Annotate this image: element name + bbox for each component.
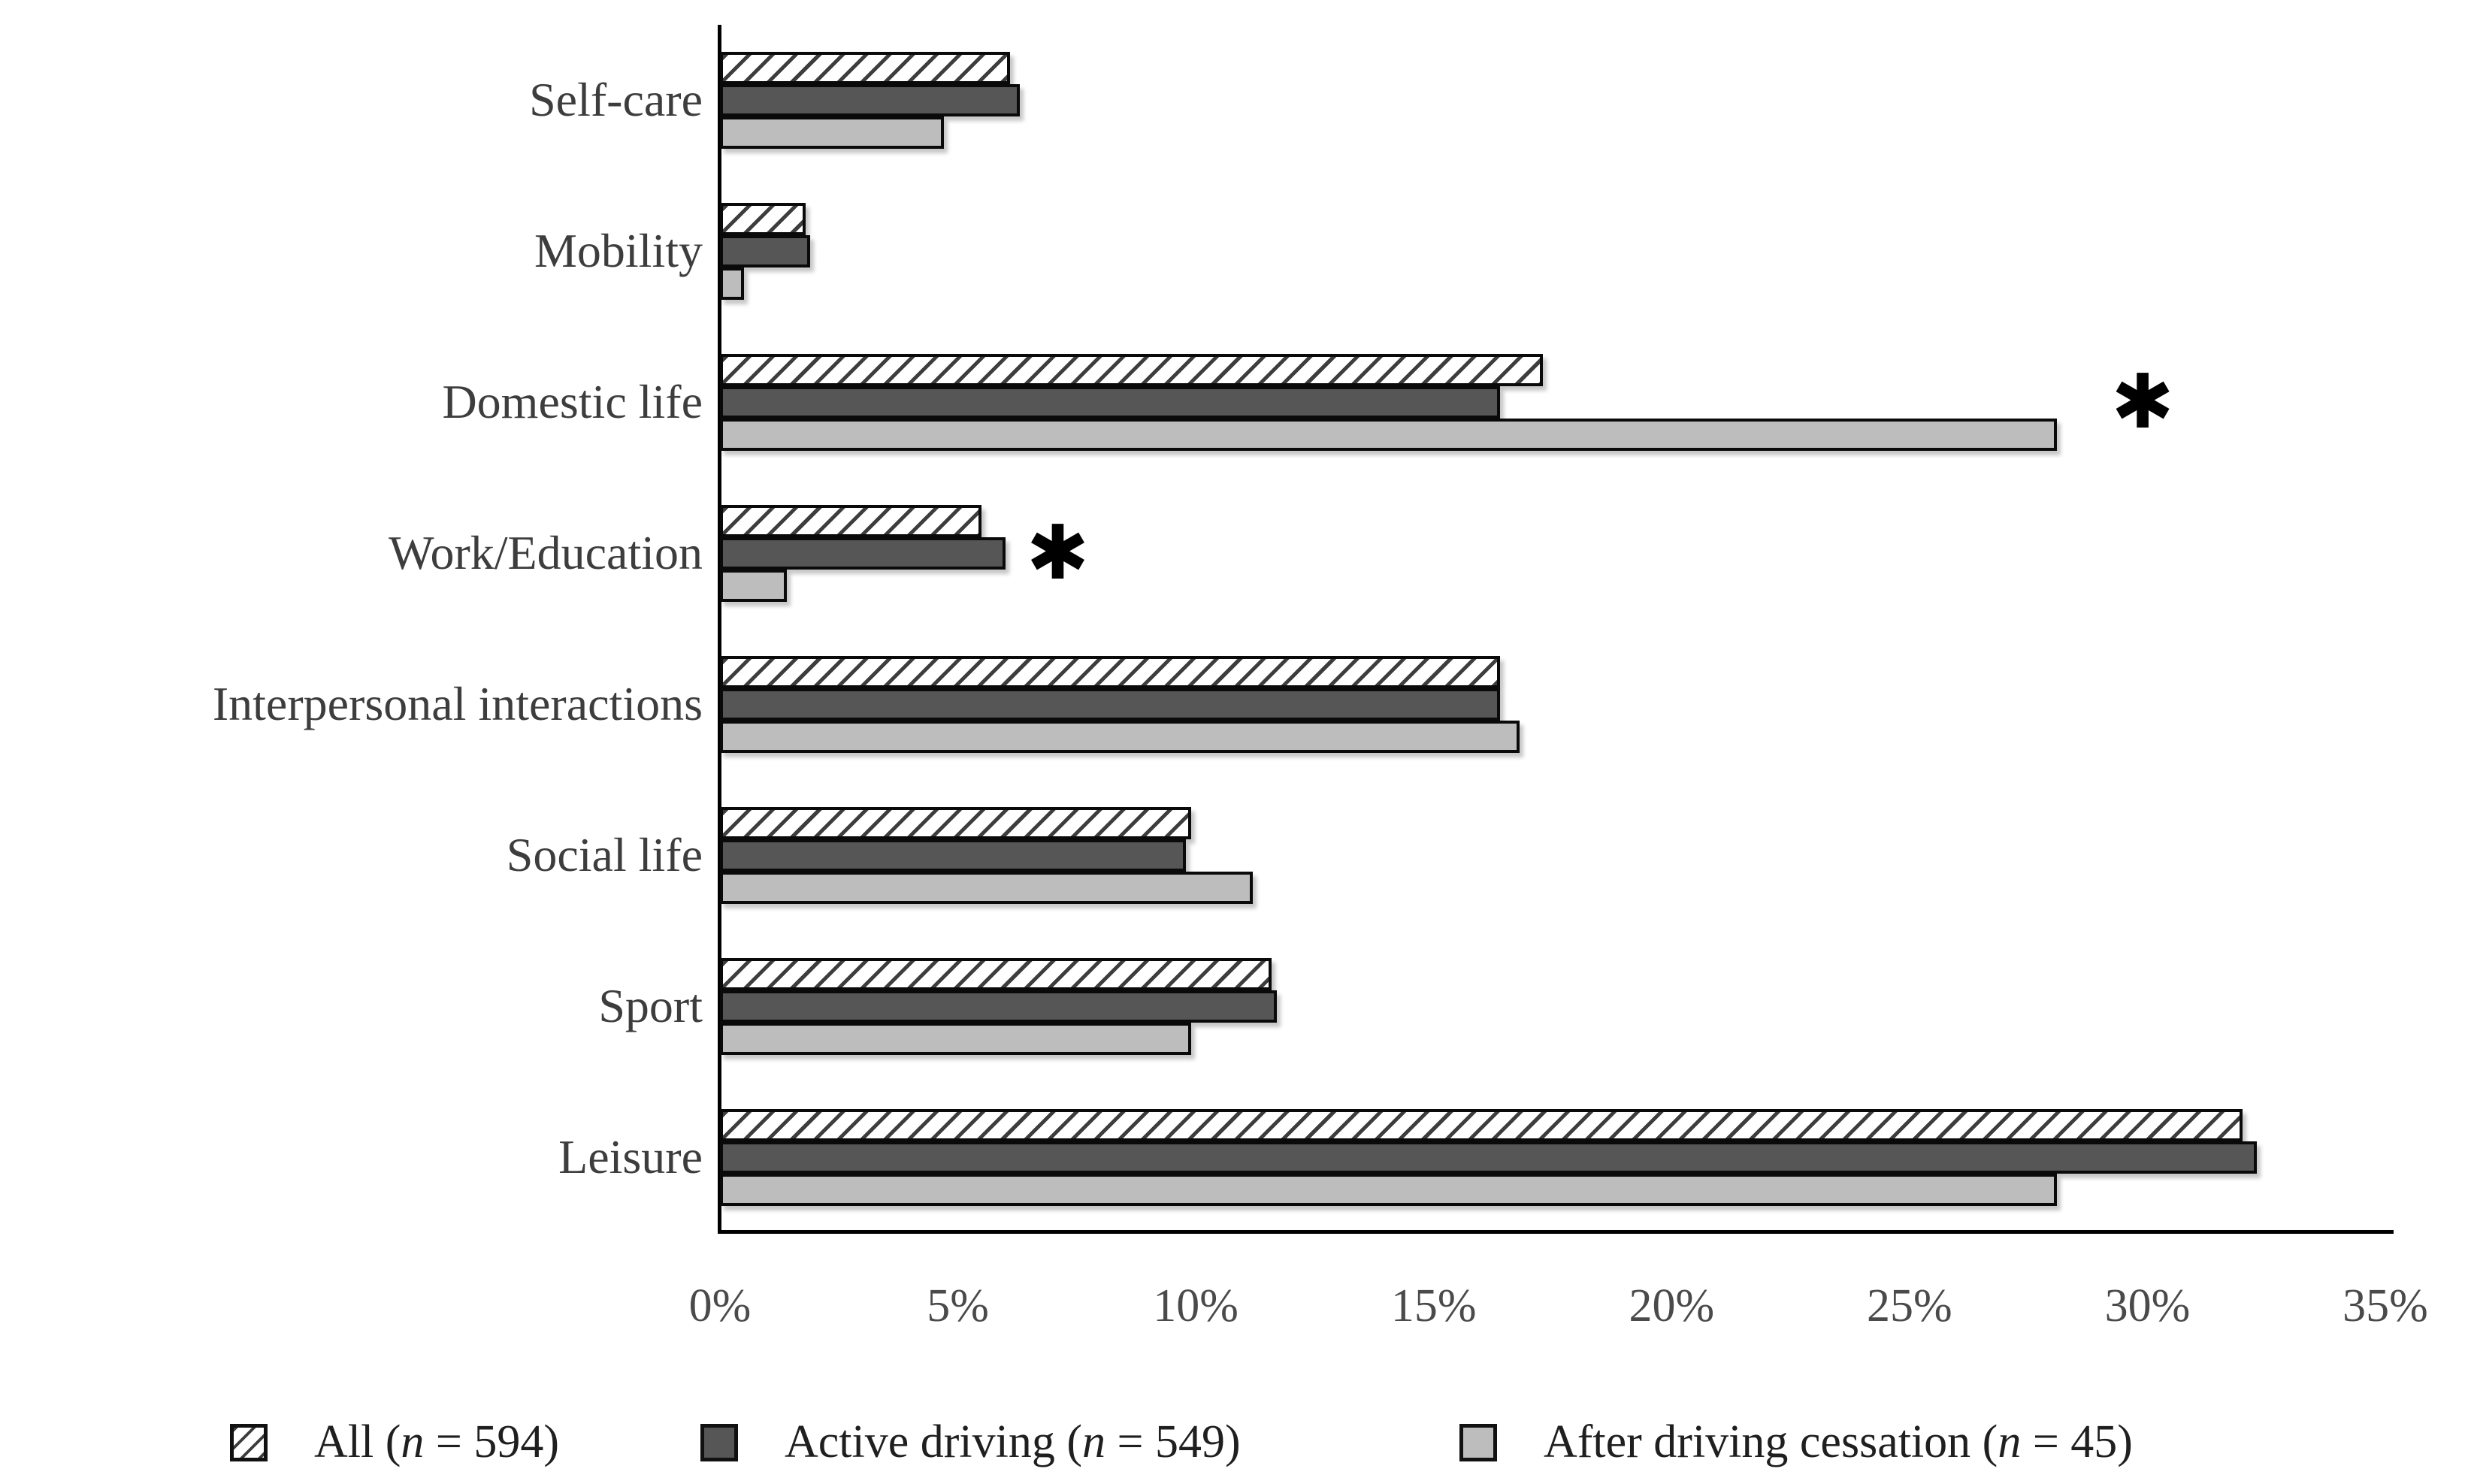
bar-after-driving-cessation	[720, 267, 744, 300]
significance-asterisk: ✱	[1026, 509, 1090, 597]
bar-all	[720, 51, 1010, 84]
bar-all	[720, 504, 981, 537]
y-axis-line	[718, 25, 721, 1234]
legend-swatch-hatched-icon	[230, 1423, 268, 1461]
category-label: Leisure	[558, 1130, 703, 1183]
category-label: Domestic life	[442, 375, 703, 428]
category-label: Self-care	[529, 73, 703, 126]
x-tick-label: 30%	[2104, 1280, 2191, 1331]
bar-after-driving-cessation	[720, 871, 1253, 904]
bar-active-driving	[720, 536, 1006, 570]
category-label: Interpersonal interactions	[212, 677, 703, 730]
bar-all	[720, 655, 1500, 688]
legend-swatch-dark-icon	[700, 1423, 738, 1461]
bar-all	[720, 202, 806, 235]
x-tick-label: 15%	[1390, 1280, 1477, 1331]
legend-label: Active driving (n = 549)	[785, 1416, 1241, 1467]
legend-label: All (n = 594)	[314, 1416, 559, 1467]
bar-active-driving	[720, 1141, 2257, 1174]
category-label: Work/Education	[389, 526, 703, 579]
legend-item-after-driving-cessation: After driving cessation (n = 45)	[1459, 1416, 2133, 1469]
bar-after-driving-cessation	[720, 720, 1520, 753]
bar-all	[720, 1108, 2243, 1141]
category-label: Mobility	[534, 224, 703, 277]
x-tick-label: 0%	[688, 1280, 752, 1331]
bar-all	[720, 957, 1272, 990]
x-tick-label: 10%	[1153, 1280, 1239, 1331]
legend-label: After driving cessation (n = 45)	[1544, 1416, 2133, 1467]
bar-active-driving	[720, 839, 1186, 872]
bar-after-driving-cessation	[720, 116, 944, 149]
x-axis-line	[718, 1230, 2394, 1234]
bar-after-driving-cessation	[720, 569, 787, 602]
x-tick-label: 20%	[1629, 1280, 1715, 1331]
bar-all	[720, 806, 1191, 839]
bar-active-driving	[720, 83, 1020, 116]
legend-item-active-driving: Active driving (n = 549)	[700, 1416, 1241, 1469]
category-label: Social life	[506, 828, 703, 881]
bar-after-driving-cessation	[720, 1022, 1191, 1055]
bar-after-driving-cessation	[720, 418, 2057, 451]
category-label: Sport	[598, 979, 703, 1032]
significance-asterisk: ✱	[2111, 358, 2174, 446]
bar-active-driving	[720, 990, 1277, 1023]
legend-item-all: All (n = 594)	[230, 1416, 559, 1469]
bar-active-driving	[720, 234, 810, 267]
x-tick-label: 35%	[2342, 1280, 2428, 1331]
bar-after-driving-cessation	[720, 1173, 2057, 1206]
bar-all	[720, 353, 1543, 386]
bar-active-driving	[720, 688, 1500, 721]
x-tick-label: 25%	[1867, 1280, 1952, 1331]
legend-swatch-light-icon	[1459, 1423, 1497, 1461]
bar-active-driving	[720, 385, 1500, 419]
x-tick-label: 5%	[927, 1280, 989, 1331]
